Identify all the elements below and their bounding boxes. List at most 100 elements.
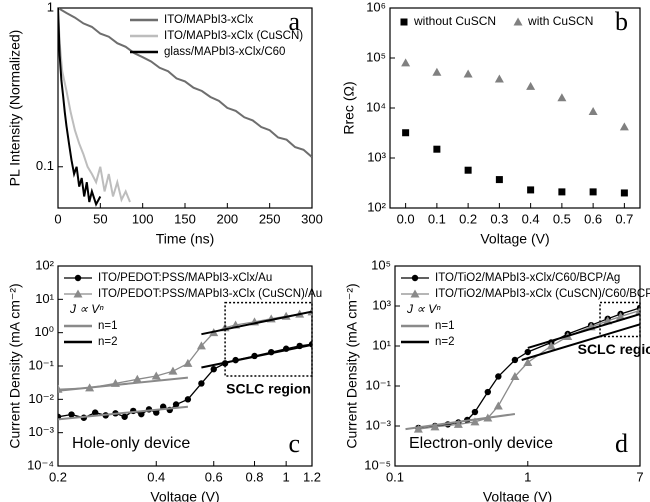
- x-tick-label: 250: [259, 211, 281, 226]
- y-axis-label: Current Density (mA cm⁻²): [344, 283, 360, 448]
- x-tick-label: 0.4: [522, 211, 540, 226]
- x-axis-label: Time (ns): [156, 231, 215, 247]
- plot-area: [401, 58, 629, 197]
- y-tick-label: 10²: [367, 199, 386, 214]
- marker: [151, 371, 161, 380]
- plot-area: [58, 8, 312, 207]
- panel: 0.0 0.1 0.2 0.3 0.4 0.5 0.6 0.7 10² 10³ 10⁴ 10⁵ 10⁶ V…: [341, 0, 641, 247]
- marker: [432, 67, 442, 76]
- y-tick-label: 10²: [35, 257, 54, 272]
- plot-frame: [394, 265, 641, 467]
- marker: [557, 93, 567, 102]
- marker: [635, 305, 640, 314]
- marker: [546, 341, 556, 350]
- marker: [511, 356, 519, 364]
- marker: [153, 409, 160, 416]
- marker: [589, 188, 597, 196]
- legend-label: ITO/TiO2/MAPbI3-xClx (CuSCN)/C60/BCP/Ag: [435, 288, 650, 300]
- legend-label: ITO/MAPbI3-xClx (CuSCN): [164, 30, 303, 42]
- marker: [91, 409, 99, 416]
- marker: [402, 129, 410, 137]
- x-tick-label: 0.6: [205, 469, 223, 484]
- y-tick-label: 10⁴: [366, 99, 386, 114]
- marker: [433, 145, 441, 153]
- marker: [183, 358, 193, 367]
- panel: 0.1 1 7 10⁻⁵ 10⁻³ 10⁻¹ 10¹ 10³ 10⁵ Voltage (V) Cur…: [344, 257, 650, 502]
- marker: [413, 424, 423, 433]
- x-tick-label: 0.2: [459, 211, 477, 226]
- marker: [513, 17, 523, 26]
- marker: [588, 107, 598, 116]
- x-tick-label: 0.0: [397, 211, 415, 226]
- device-note: Electron-only device: [409, 435, 553, 452]
- marker: [168, 366, 178, 375]
- legend-label: without CuSCN: [413, 14, 496, 28]
- x-tick-label: 1: [524, 469, 531, 484]
- marker: [74, 274, 82, 282]
- x-tick-label: 0.1: [428, 211, 446, 226]
- marker: [527, 186, 535, 194]
- x-tick-label: 50: [93, 211, 107, 226]
- x-tick-label: 0.4: [147, 469, 165, 484]
- marker: [510, 371, 520, 380]
- y-tick-label: 1: [47, 0, 54, 14]
- marker: [619, 122, 629, 131]
- x-axis-label: Voltage (V): [483, 489, 552, 502]
- series-line: [58, 8, 102, 207]
- y-tick-label: 10⁵: [366, 49, 386, 64]
- panel-label: b: [615, 7, 628, 36]
- marker: [495, 176, 503, 184]
- marker: [411, 274, 419, 282]
- marker: [401, 58, 411, 67]
- marker: [484, 388, 492, 396]
- marker: [73, 289, 83, 298]
- panel-label: a: [288, 7, 300, 36]
- series-line: [405, 413, 516, 431]
- legend-label: ITO/MAPbI3-xClx: [164, 14, 253, 26]
- y-tick-label: 10⁰: [34, 324, 54, 339]
- legend-note: J ∝ Vⁿ: [406, 302, 441, 316]
- panel: 0 50 100 150 200 250 300 0.1 1 Time (ns) PL Intens…: [7, 0, 323, 247]
- marker: [68, 411, 75, 418]
- marker: [453, 419, 463, 428]
- marker: [616, 311, 626, 320]
- marker: [526, 81, 536, 90]
- marker: [172, 401, 180, 408]
- x-tick-label: 0.8: [245, 469, 263, 484]
- panel-label: c: [288, 429, 300, 458]
- series-line: [58, 376, 189, 421]
- x-tick-label: 7: [636, 469, 643, 484]
- plot-frame: [389, 7, 641, 209]
- legend-label: ITO/TiO2/MAPbI3-xClx/C60/BCP/Ag: [435, 272, 620, 284]
- marker: [430, 422, 440, 431]
- y-tick-label: 10³: [372, 297, 391, 312]
- x-tick-label: 100: [132, 211, 154, 226]
- marker: [495, 373, 502, 380]
- x-axis-label: Voltage (V): [150, 489, 219, 502]
- x-tick-label: 200: [216, 211, 238, 226]
- y-tick-label: 10⁻³: [365, 417, 391, 432]
- y-tick-label: 10⁻²: [28, 391, 54, 406]
- y-tick-label: 10⁶: [366, 0, 386, 14]
- marker: [210, 366, 217, 373]
- y-tick-label: 10³: [367, 149, 386, 164]
- marker: [464, 166, 472, 174]
- legend-label: n=1: [435, 320, 455, 332]
- series-line: [58, 8, 312, 158]
- x-tick-label: 1: [283, 469, 290, 484]
- y-tick-label: 10⁻⁴: [27, 457, 54, 472]
- panel-label: d: [615, 429, 628, 458]
- y-tick-label: 10⁻³: [28, 424, 54, 439]
- y-tick-label: 0.1: [36, 158, 54, 173]
- x-tick-label: 0.6: [584, 211, 602, 226]
- marker: [132, 374, 142, 383]
- panel: 0.2 0.4 0.6 0.8 1 1.2 10⁻⁴ 10⁻³ 10⁻² 10⁻¹ 10⁰ 10¹ 10…: [7, 257, 322, 502]
- device-note: Hole-only device: [72, 435, 190, 452]
- legend-label: n=2: [435, 336, 455, 348]
- y-axis-label: Current Density (mA cm⁻²): [7, 283, 23, 448]
- x-tick-label: 0.5: [553, 211, 571, 226]
- x-tick-label: 0: [54, 211, 61, 226]
- legend-note: J ∝ Vⁿ: [69, 302, 104, 316]
- legend-label: n=1: [98, 320, 118, 332]
